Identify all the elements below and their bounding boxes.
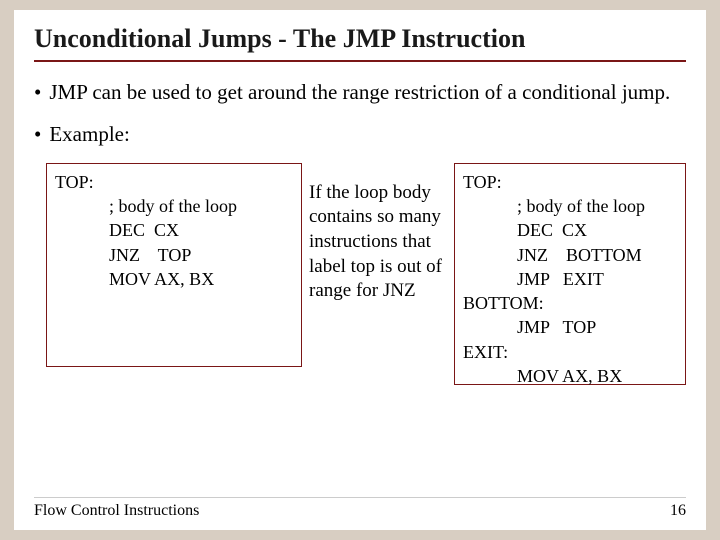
code-label-top-right: TOP: [463, 170, 517, 194]
code-line: JMP TOP [517, 315, 596, 339]
code-box-right: TOP: ; body of the loop DEC CX JNZ BOTTO… [454, 163, 686, 385]
slide-title: Unconditional Jumps - The JMP Instructio… [34, 24, 686, 62]
bullet-dot: • [34, 120, 41, 148]
code-line: DEC CX [517, 218, 587, 242]
code-line: MOV AX, BX [109, 267, 214, 291]
bullet-1: • JMP can be used to get around the rang… [34, 78, 686, 106]
code-label-exit: EXIT: [463, 340, 517, 364]
bullet-2: • Example: [34, 120, 686, 148]
code-line: JNZ BOTTOM [517, 243, 642, 267]
footer-title: Flow Control Instructions [34, 502, 199, 520]
slide: Unconditional Jumps - The JMP Instructio… [14, 10, 706, 530]
code-area: TOP: ; body of the loop DEC CX JNZ TOP M… [34, 163, 686, 393]
code-line: ; body of the loop [109, 194, 237, 218]
code-line: JNZ TOP [109, 243, 191, 267]
bullet-2-text: Example: [49, 120, 129, 148]
middle-explanation: If the loop body contains so many instru… [309, 181, 455, 304]
code-label-top-left: TOP: [55, 170, 109, 194]
code-line: JMP EXIT [517, 267, 604, 291]
bullet-1-text: JMP can be used to get around the range … [49, 78, 670, 106]
slide-footer: Flow Control Instructions 16 [34, 497, 686, 520]
code-line: MOV AX, BX [517, 364, 622, 388]
page-number: 16 [670, 502, 686, 520]
code-line: DEC CX [109, 218, 179, 242]
code-box-left: TOP: ; body of the loop DEC CX JNZ TOP M… [46, 163, 302, 367]
bullet-dot: • [34, 78, 41, 106]
code-label-bottom: BOTTOM: [463, 291, 557, 315]
code-line: ; body of the loop [517, 194, 645, 218]
